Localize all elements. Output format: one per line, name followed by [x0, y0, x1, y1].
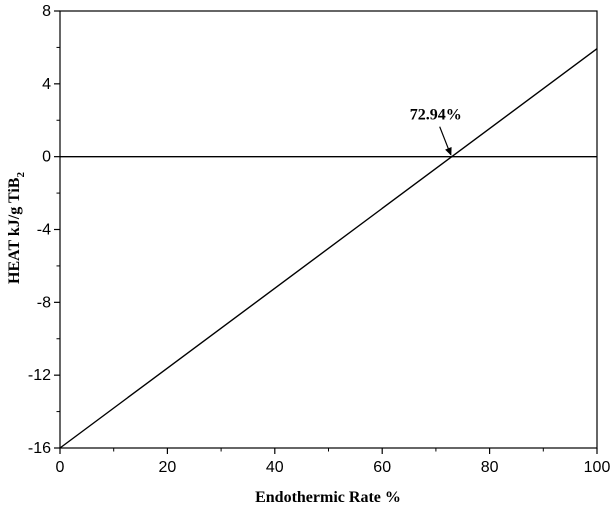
y-tick-labels: -16 -12 -8 -4 0 4 8 [28, 3, 51, 457]
y-axis-title-subscript: 2 [15, 172, 27, 178]
x-tick-label: 100 [584, 459, 611, 476]
minor-ticks [56, 46, 544, 452]
crossing-annotation-arrowhead [445, 147, 452, 156]
y-tick-label: 8 [42, 3, 51, 20]
y-tick-label: 4 [42, 76, 51, 93]
y-tick-label: -8 [37, 294, 51, 311]
series-line-0 [59, 48, 598, 449]
x-tick-label: 80 [481, 459, 499, 476]
y-axis-title-main: HEAT kJ/g TiB [6, 177, 23, 284]
x-tick-label: 20 [159, 459, 177, 476]
crossing-annotation-label: 72.94% [410, 107, 462, 124]
plot-frame-group [59, 10, 598, 449]
y-tick-label: 0 [42, 149, 51, 166]
y-axis-title: HEAT kJ/g TiB2 [6, 172, 27, 284]
y-tick-label: -4 [37, 222, 51, 239]
x-tick-label: 40 [266, 459, 284, 476]
major-ticks [54, 10, 598, 454]
x-tick-label: 0 [56, 459, 65, 476]
plot-frame [59, 10, 598, 449]
series-layer [59, 48, 598, 449]
y-tick-label: -12 [28, 367, 51, 384]
x-axis-title: Endothermic Rate % [255, 489, 401, 506]
y-tick-label: -16 [28, 440, 51, 457]
annotation-layer: 72.94% [410, 107, 462, 156]
x-tick-label: 60 [373, 459, 391, 476]
x-tick-labels: 0 20 40 60 80 100 [56, 459, 611, 476]
